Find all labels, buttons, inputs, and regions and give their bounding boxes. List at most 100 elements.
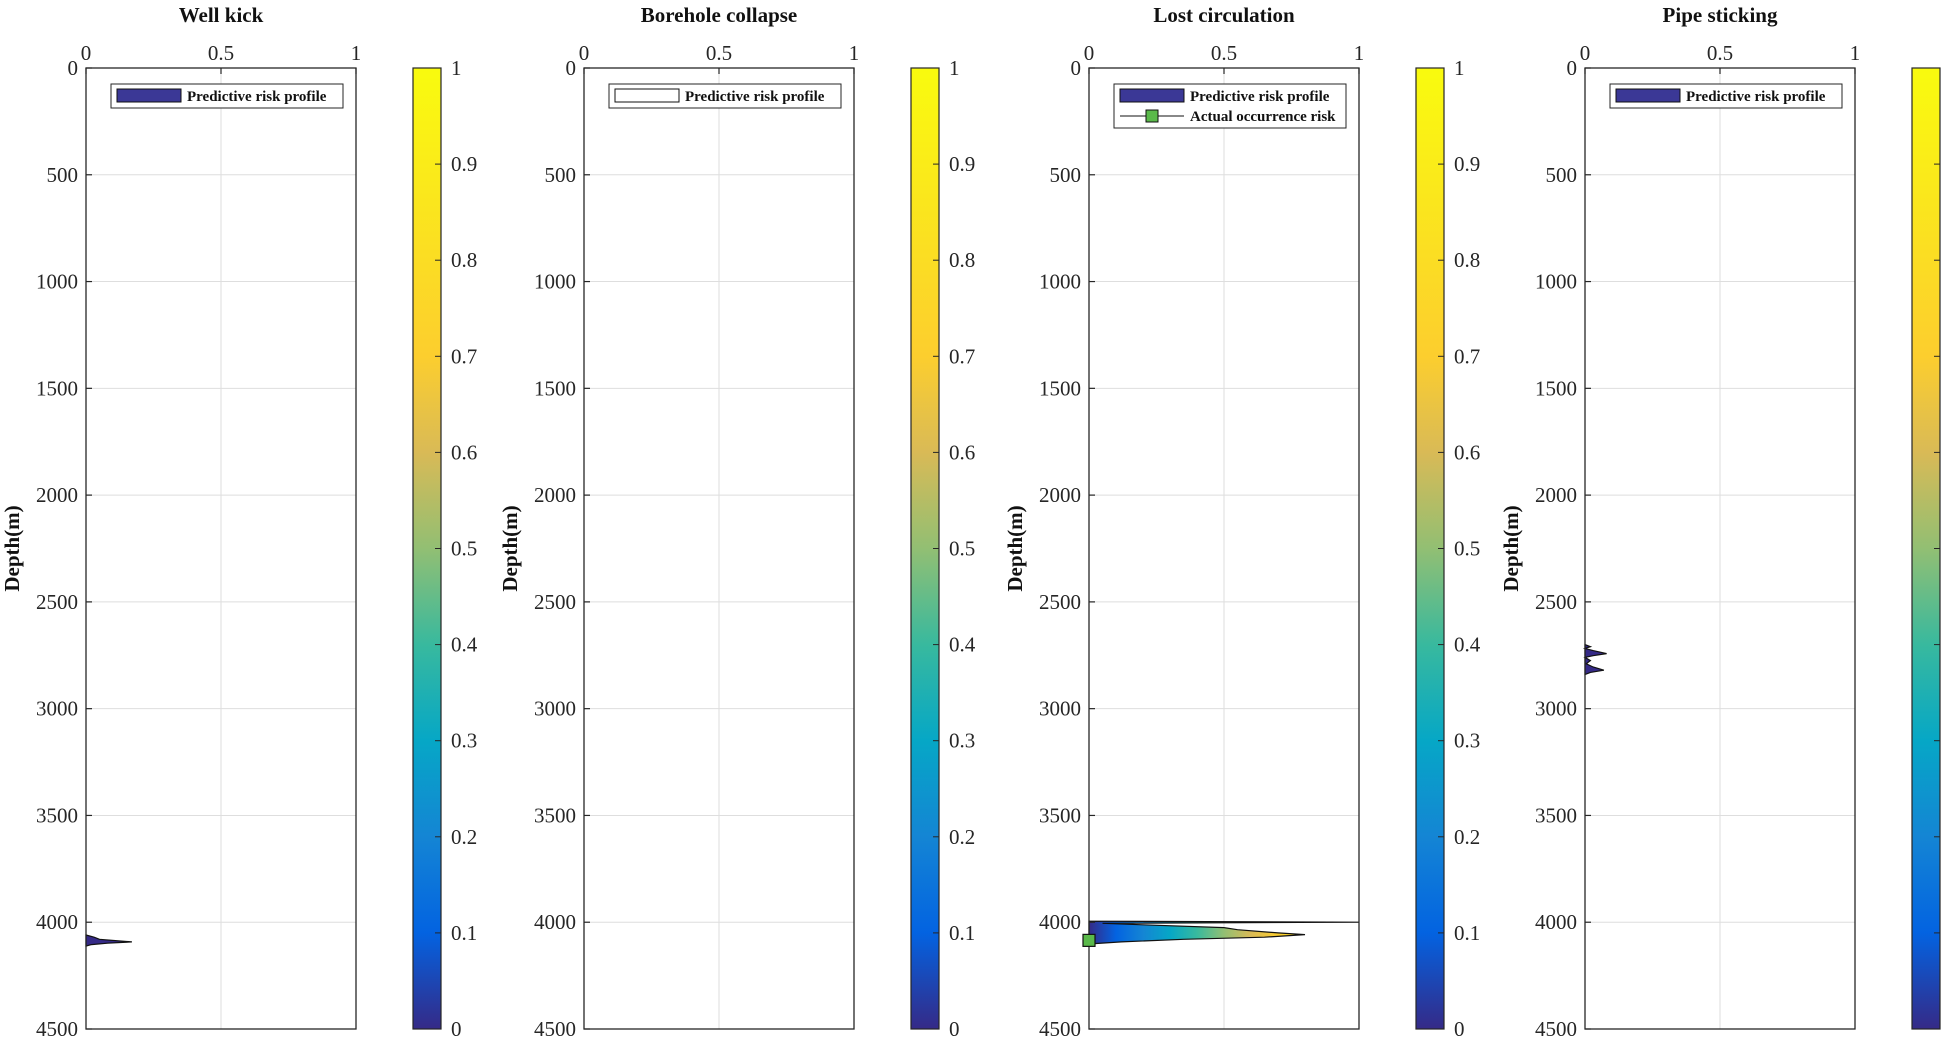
y-tick-label: 4500 bbox=[1535, 1017, 1577, 1041]
y-tick-label: 500 bbox=[1050, 163, 1082, 187]
colorbar-tick-label: 0 bbox=[1454, 1017, 1465, 1041]
colorbar-tick-label: 0.8 bbox=[1454, 248, 1480, 272]
colorbar-tick-label: 0.4 bbox=[451, 633, 478, 657]
legend-swatch-predictive bbox=[1615, 88, 1681, 103]
colorbar-tick-label: 0.2 bbox=[949, 825, 975, 849]
legend-swatch-predictive bbox=[1119, 88, 1185, 103]
y-tick-label: 2000 bbox=[36, 483, 78, 507]
x-tick-label: 1 bbox=[351, 41, 362, 65]
colorbar-tick-label: 0.9 bbox=[1454, 152, 1480, 176]
panel-2: 0 0.5 1 0 500 1000 1500 2000 2500 3000 3500 4000 450… bbox=[498, 3, 976, 1041]
legend-label-predictive: Predictive risk profile bbox=[187, 89, 327, 105]
colorbar-tick-label: 0.7 bbox=[949, 344, 975, 368]
actual-occurrence-marker bbox=[1082, 933, 1096, 947]
colorbar-tick-label: 0 bbox=[451, 1017, 462, 1041]
y-tick-label: 2500 bbox=[1039, 590, 1081, 614]
predictive-risk-area bbox=[1582, 643, 1607, 676]
x-tick-label: 0 bbox=[579, 41, 590, 65]
legend: Predictive risk profile Actual occurrence… bbox=[1113, 83, 1347, 129]
colorbar-tick-label: 0.5 bbox=[451, 537, 477, 561]
colorbar-tick-label: 0.6 bbox=[949, 440, 975, 464]
y-tick-label: 2500 bbox=[36, 590, 78, 614]
y-tick-label: 3500 bbox=[534, 803, 576, 827]
panel-3: 0 0.5 1 0 500 1000 1500 2000 2500 3000 3500 4000 450… bbox=[1003, 3, 1481, 1041]
colorbar: 00.10.20.30.40.50.60.70.80.91 bbox=[910, 56, 976, 1041]
legend-marker-actual bbox=[1145, 109, 1159, 123]
y-tick-label: 4500 bbox=[36, 1017, 78, 1041]
colorbar: 00.10.20.30.40.50.60.70.80.91 bbox=[1911, 67, 1941, 1030]
y-tick-label: 3500 bbox=[1039, 803, 1081, 827]
y-tick-label: 0 bbox=[1071, 56, 1082, 80]
y-tick-label: 4000 bbox=[1039, 910, 1081, 934]
y-tick-label: 1500 bbox=[534, 376, 576, 400]
y-tick-label: 4000 bbox=[534, 910, 576, 934]
chart-title: Pipe sticking bbox=[1663, 3, 1778, 27]
panel-1: 0 0.5 1 0 500 1000 1500 2000 2500 3000 3500 4000 450… bbox=[0, 3, 478, 1041]
colorbar: 00.10.20.30.40.50.60.70.80.91 bbox=[1415, 56, 1481, 1041]
y-tick-label: 0 bbox=[1567, 56, 1578, 80]
chart-title: Borehole collapse bbox=[641, 3, 798, 27]
y-axis-label: Depth(m) bbox=[1499, 505, 1523, 591]
y-tick-label: 3500 bbox=[36, 803, 78, 827]
colorbar-tick-label: 0.1 bbox=[949, 921, 975, 945]
y-tick-label: 3000 bbox=[36, 697, 78, 721]
y-tick-label: 500 bbox=[47, 163, 79, 187]
colorbar: 00.10.20.30.40.50.60.70.80.91 bbox=[412, 56, 478, 1041]
y-tick-label: 2500 bbox=[1535, 590, 1577, 614]
y-tick-label: 2000 bbox=[534, 483, 576, 507]
colorbar-tick-label: 0.1 bbox=[1454, 921, 1480, 945]
colorbar-tick-label: 0.2 bbox=[451, 825, 477, 849]
x-tick-label: 0 bbox=[1084, 41, 1095, 65]
colorbar-tick-label: 0.4 bbox=[1454, 633, 1481, 657]
x-tick-label: 0.5 bbox=[706, 41, 732, 65]
legend: Predictive risk profile bbox=[608, 83, 842, 109]
y-tick-label: 2000 bbox=[1039, 483, 1081, 507]
y-tick-label: 3000 bbox=[1039, 697, 1081, 721]
y-axis-label: Depth(m) bbox=[1003, 505, 1027, 591]
colorbar-tick-label: 0.8 bbox=[949, 248, 975, 272]
y-tick-label: 1500 bbox=[1039, 376, 1081, 400]
y-tick-label: 3500 bbox=[1535, 803, 1577, 827]
colorbar-tick-label: 1 bbox=[949, 56, 960, 80]
x-tick-label: 0.5 bbox=[1211, 41, 1237, 65]
colorbar-tick-label: 0.6 bbox=[451, 440, 477, 464]
y-tick-label: 4000 bbox=[36, 910, 78, 934]
y-tick-label: 1000 bbox=[534, 270, 576, 294]
y-axis-label: Depth(m) bbox=[498, 505, 522, 591]
y-tick-label: 1500 bbox=[1535, 376, 1577, 400]
colorbar-tick-label: 0.4 bbox=[949, 633, 976, 657]
colorbar-tick-label: 0.5 bbox=[1454, 537, 1480, 561]
colorbar-tick-label: 0.5 bbox=[949, 537, 975, 561]
x-tick-label: 0.5 bbox=[1707, 41, 1733, 65]
colorbar-tick-label: 0.2 bbox=[1454, 825, 1480, 849]
legend-swatch-predictive bbox=[116, 88, 182, 103]
panel-4: 0 0.5 1 0 500 1000 1500 2000 2500 3000 3500 4000 450… bbox=[1499, 3, 1941, 1041]
y-axis-label: Depth(m) bbox=[0, 505, 24, 591]
legend: Predictive risk profile bbox=[110, 83, 344, 109]
y-tick-label: 3000 bbox=[1535, 697, 1577, 721]
chart-title: Well kick bbox=[179, 3, 264, 27]
x-tick-label: 0 bbox=[1580, 41, 1591, 65]
colorbar-tick-label: 0.3 bbox=[949, 729, 975, 753]
colorbar-tick-label: 0 bbox=[949, 1017, 960, 1041]
y-tick-label: 500 bbox=[545, 163, 577, 187]
colorbar-tick-label: 0.3 bbox=[1454, 729, 1480, 753]
y-tick-label: 3000 bbox=[534, 697, 576, 721]
legend-label-predictive: Predictive risk profile bbox=[1190, 89, 1330, 105]
colorbar-tick-label: 0.9 bbox=[451, 152, 477, 176]
predictive-risk-area bbox=[1088, 920, 1360, 946]
x-tick-label: 0.5 bbox=[208, 41, 234, 65]
colorbar-tick-label: 0.1 bbox=[451, 921, 477, 945]
colorbar-tick-label: 0.7 bbox=[1454, 344, 1480, 368]
chart-title: Lost circulation bbox=[1153, 3, 1295, 27]
y-tick-label: 4500 bbox=[1039, 1017, 1081, 1041]
y-tick-label: 2000 bbox=[1535, 483, 1577, 507]
y-tick-label: 1000 bbox=[1535, 270, 1577, 294]
colorbar-tick-label: 1 bbox=[451, 56, 462, 80]
colorbar-tick-label: 0.8 bbox=[451, 248, 477, 272]
y-tick-label: 4000 bbox=[1535, 910, 1577, 934]
x-tick-label: 1 bbox=[849, 41, 860, 65]
legend-label-actual: Actual occurrence risk bbox=[1190, 109, 1336, 125]
colorbar-tick-label: 0.7 bbox=[451, 344, 477, 368]
